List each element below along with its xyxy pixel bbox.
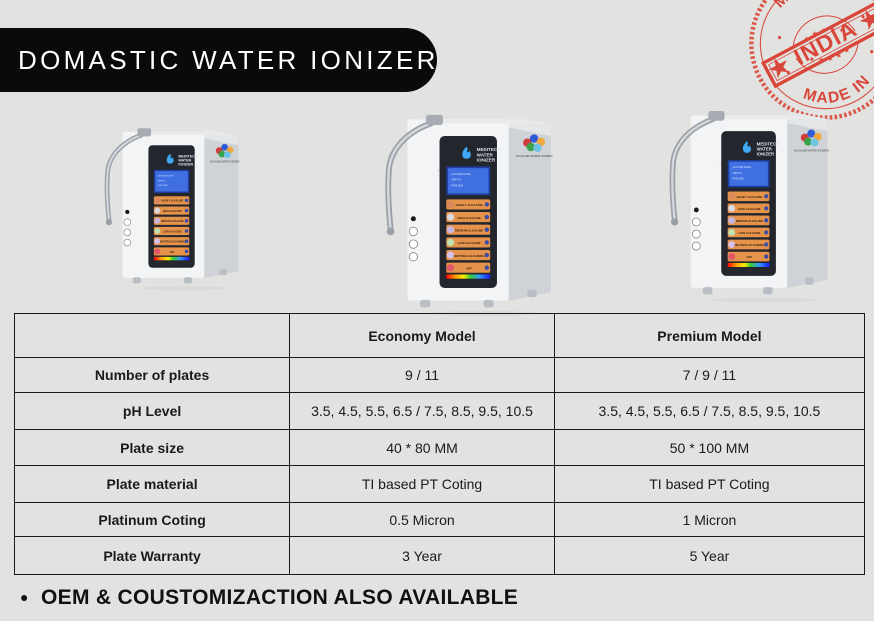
svg-text:MADE IN: MADE IN: [767, 0, 856, 14]
